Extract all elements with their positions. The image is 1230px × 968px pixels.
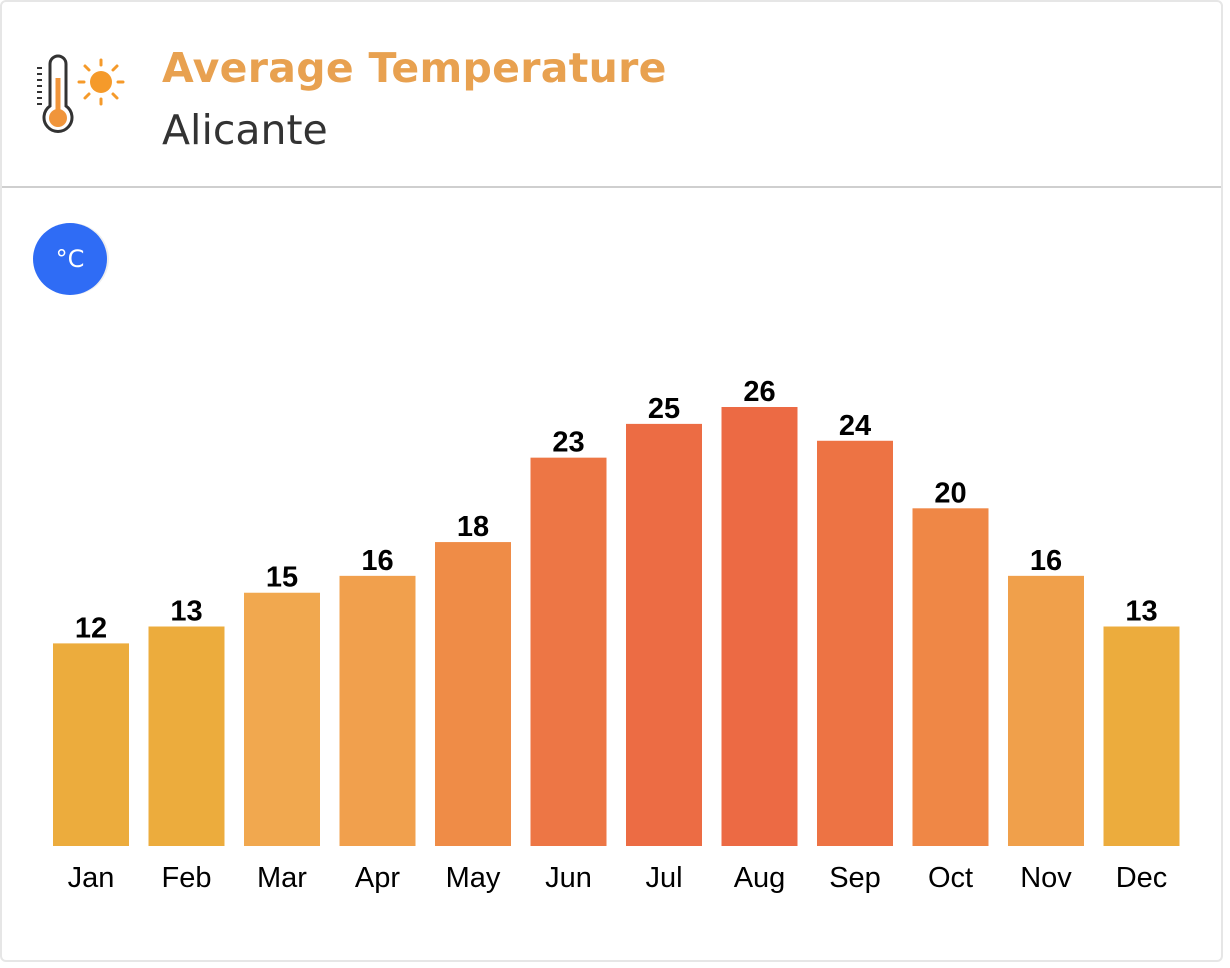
temperature-bar-chart: 12 Jan 13 Feb 15 Mar 16 Apr 18 May 23 Jun 25 Jul 26 Aug… [53, 376, 1180, 894]
value-label-nov: 16 [1030, 545, 1062, 577]
chart-title: Average Temperature [162, 44, 667, 92]
month-label-jul: Jul [645, 862, 682, 894]
bar-mar [244, 592, 320, 846]
month-label-feb: Feb [162, 862, 212, 894]
value-label-apr: 16 [361, 545, 393, 577]
bar-aug [721, 407, 798, 846]
value-label-sep: 24 [839, 410, 871, 442]
value-label-may: 18 [457, 511, 489, 543]
month-label-sep: Sep [829, 862, 881, 894]
bar-nov [1008, 575, 1084, 846]
bar-oct [912, 508, 989, 846]
value-label-oct: 20 [934, 477, 966, 509]
bar-apr [339, 575, 416, 846]
month-label-dec: Dec [1116, 862, 1168, 894]
value-label-feb: 13 [170, 596, 202, 628]
bar-jul [626, 423, 702, 846]
thermometer-sun-icon [32, 54, 130, 138]
value-label-jul: 25 [648, 393, 680, 425]
month-label-jun: Jun [545, 862, 592, 894]
month-label-apr: Apr [355, 862, 400, 894]
celsius-unit-button[interactable]: °C [33, 223, 107, 295]
chart-subtitle: Alicante [162, 106, 328, 154]
month-label-mar: Mar [257, 862, 307, 894]
value-label-jan: 12 [75, 612, 107, 644]
bar-jun [530, 457, 607, 846]
card-header: Average Temperature Alicante [2, 2, 1221, 188]
bar-feb [148, 626, 225, 846]
value-label-mar: 15 [266, 562, 298, 594]
month-label-jan: Jan [68, 862, 115, 894]
month-label-nov: Nov [1020, 862, 1072, 894]
bar-may [435, 542, 511, 846]
bar-jan [53, 643, 129, 846]
bar-sep [817, 440, 893, 846]
month-label-aug: Aug [734, 862, 786, 894]
value-label-aug: 26 [743, 376, 775, 408]
value-label-jun: 23 [552, 427, 584, 459]
bar-dec [1103, 626, 1180, 846]
value-label-dec: 13 [1125, 596, 1157, 628]
month-label-oct: Oct [928, 862, 973, 894]
month-label-may: May [446, 862, 501, 894]
